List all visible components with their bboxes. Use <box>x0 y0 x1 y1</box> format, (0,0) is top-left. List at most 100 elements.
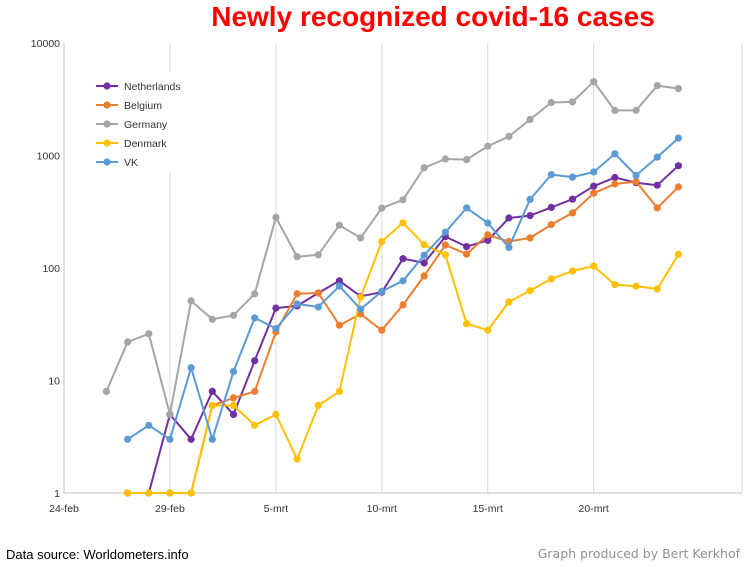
data-source-note: Data source: Worldometers.info <box>6 547 189 562</box>
data-point-vk <box>399 277 407 285</box>
legend-item-belgium: Belgium <box>96 100 162 112</box>
data-point-germany <box>251 290 259 298</box>
data-point-denmark <box>653 285 661 293</box>
x-tick-label: 24-feb <box>49 503 79 515</box>
data-point-belgium <box>293 290 301 298</box>
data-point-netherlands <box>229 410 238 418</box>
data-point-netherlands <box>463 243 471 251</box>
data-point-germany <box>272 213 280 221</box>
data-point-netherlands <box>674 162 683 170</box>
data-point-belgium <box>463 250 471 258</box>
data-point-denmark <box>293 455 301 463</box>
data-point-germany <box>399 196 407 204</box>
data-point-germany <box>484 142 492 150</box>
data-point-vk <box>653 153 661 161</box>
data-point-belgium <box>547 221 555 229</box>
x-tick-label: 29-feb <box>155 503 185 515</box>
data-point-netherlands <box>590 182 598 190</box>
data-point-netherlands <box>484 236 492 244</box>
data-point-belgium <box>611 180 619 188</box>
data-point-denmark <box>590 262 598 270</box>
data-point-belgium <box>420 272 428 280</box>
legend-swatch-marker <box>103 139 111 147</box>
y-tick-label: 10000 <box>31 38 60 50</box>
data-point-netherlands <box>547 203 555 211</box>
data-point-netherlands <box>187 435 195 443</box>
data-point-belgium <box>251 387 259 395</box>
data-point-vk <box>335 282 343 290</box>
data-point-germany <box>208 315 216 323</box>
data-point-vk <box>420 251 428 259</box>
data-point-vk <box>187 364 195 372</box>
data-point-denmark <box>484 326 492 334</box>
data-point-denmark <box>568 267 577 275</box>
legend-label: Denmark <box>124 138 167 150</box>
y-tick-label: 1000 <box>37 151 61 163</box>
series-line-netherlands <box>127 164 680 494</box>
data-point-germany <box>314 251 322 259</box>
data-point-vk <box>526 195 534 203</box>
data-point-belgium <box>314 289 322 297</box>
data-point-germany <box>611 106 619 115</box>
legend-swatch-marker <box>103 82 111 90</box>
legend-swatch-marker <box>103 158 111 166</box>
legend-item-denmark: Denmark <box>96 138 167 150</box>
data-point-germany <box>378 204 386 212</box>
data-point-vk <box>314 303 322 311</box>
chart-title: Newly recognized covid-16 cases <box>211 1 655 32</box>
data-point-denmark <box>229 401 238 410</box>
data-point-germany <box>526 115 534 124</box>
data-point-vk <box>611 150 619 158</box>
data-point-netherlands <box>208 387 216 395</box>
data-point-belgium <box>229 394 238 402</box>
data-point-denmark <box>314 401 322 410</box>
data-point-belgium <box>590 189 598 197</box>
graph-credit: Graph produced by Bert Kerkhof <box>537 546 740 561</box>
data-point-denmark <box>420 241 428 249</box>
data-point-denmark <box>378 237 386 246</box>
series-vk <box>124 134 683 443</box>
data-point-germany <box>505 132 513 140</box>
data-point-vk <box>272 324 280 333</box>
data-point-germany <box>463 156 471 164</box>
data-point-germany <box>166 410 174 418</box>
data-point-netherlands <box>653 181 661 189</box>
data-point-denmark <box>166 489 174 497</box>
legend-background <box>84 72 194 172</box>
data-point-vk <box>484 219 492 227</box>
legend-label: VK <box>124 157 138 169</box>
data-point-germany <box>568 98 577 106</box>
data-point-belgium <box>441 241 449 249</box>
data-point-netherlands <box>505 214 513 222</box>
data-point-denmark <box>674 250 683 258</box>
data-point-germany <box>632 106 640 114</box>
data-point-vk <box>568 173 577 181</box>
data-point-denmark <box>357 293 365 301</box>
data-point-belgium <box>335 321 343 329</box>
data-point-netherlands <box>568 195 577 203</box>
data-point-vk <box>251 314 259 322</box>
legend-swatch-marker <box>103 101 111 109</box>
x-tick-label: 5-mrt <box>264 503 289 515</box>
data-point-vk <box>293 300 301 308</box>
legend-label: Netherlands <box>124 81 181 93</box>
data-point-germany <box>335 221 343 229</box>
series-germany <box>102 78 683 418</box>
legend-item-germany: Germany <box>96 119 168 131</box>
data-point-germany <box>293 253 301 261</box>
data-point-vk <box>505 243 513 252</box>
x-tick-label: 10-mrt <box>367 503 397 515</box>
data-point-germany <box>229 311 238 319</box>
y-tick-label: 10 <box>48 376 60 388</box>
data-point-germany <box>590 78 598 86</box>
data-point-netherlands <box>420 259 428 267</box>
data-point-netherlands <box>611 173 619 182</box>
data-point-vk <box>208 435 216 443</box>
data-point-denmark <box>441 251 449 259</box>
data-point-germany <box>102 387 110 395</box>
data-point-denmark <box>526 287 534 295</box>
data-point-germany <box>441 155 449 163</box>
x-tick-label: 20-mrt <box>579 503 609 515</box>
data-point-belgium <box>484 231 492 239</box>
